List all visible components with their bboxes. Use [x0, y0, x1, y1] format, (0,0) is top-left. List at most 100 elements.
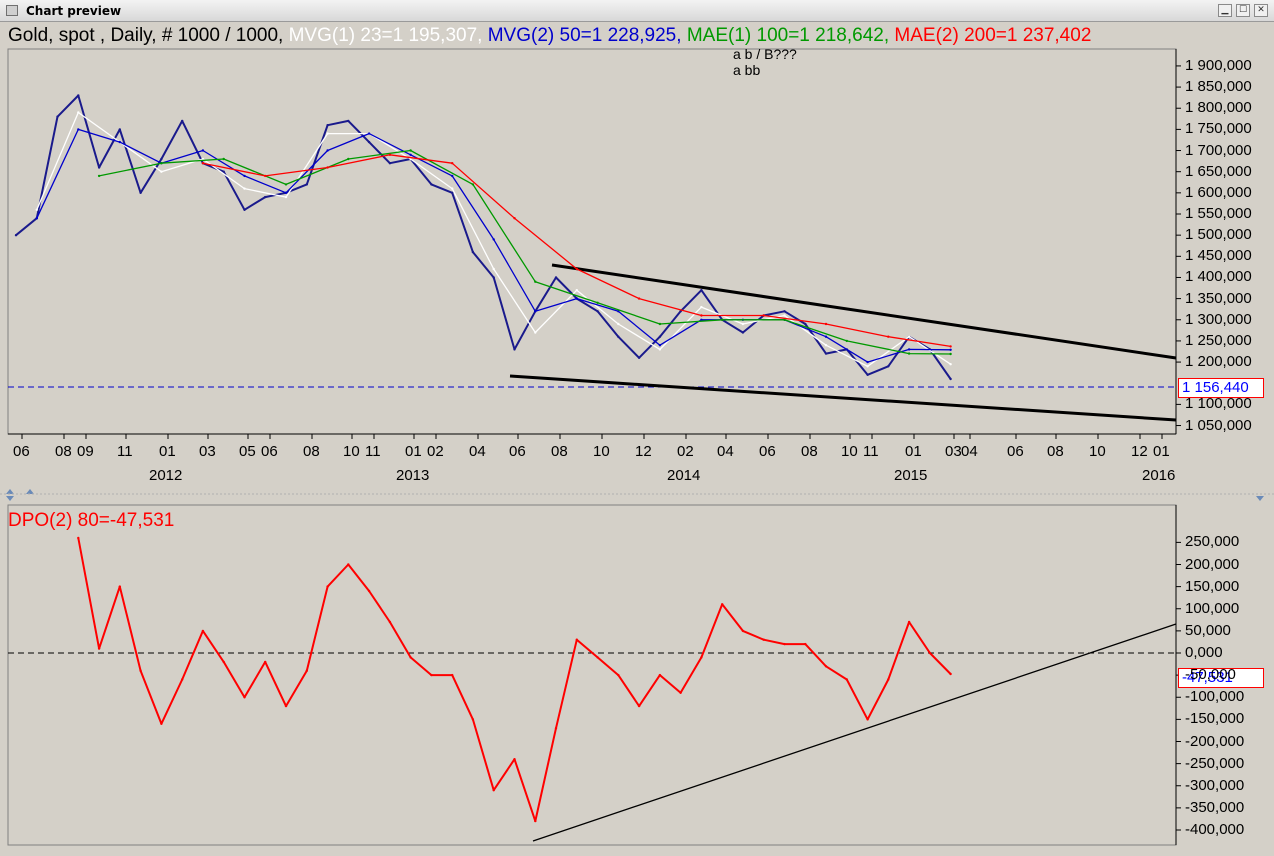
- gold-price-line-point: [326, 124, 329, 127]
- legend-mae1: MAE(1) 100=1 218,642,: [686, 25, 890, 46]
- gold-price-line-point: [264, 195, 267, 199]
- x-month-label: 01: [405, 443, 422, 460]
- dpo-line-point: [222, 660, 225, 664]
- gold-price-line-point: [77, 94, 80, 97]
- dpo-line-point: [430, 673, 433, 677]
- gold-price-line-point: [451, 191, 454, 194]
- gold-price-line-point: [388, 162, 392, 165]
- dpo-line-point: [658, 673, 662, 677]
- mae2-line-point: [513, 217, 516, 220]
- gold-price-line-point: [492, 276, 495, 279]
- mae2-line-point: [201, 162, 205, 165]
- gold-price-line-point: [305, 183, 308, 186]
- dpo-line-point: [97, 647, 101, 650]
- gold-price-line-point: [347, 119, 350, 123]
- gold-price-line-point: [243, 208, 246, 211]
- dpo-trendline[interactable]: [532, 623, 1177, 842]
- dpo-line-point: [347, 563, 350, 566]
- splitter-up-arrow[interactable]: [6, 489, 14, 494]
- x-month-label: 10: [841, 443, 858, 460]
- dpo-line-point: [679, 691, 682, 694]
- gold-price-line-point: [679, 310, 682, 313]
- upper-trendline[interactable]: [551, 263, 1177, 360]
- dpo-series: [77, 536, 952, 823]
- dpo-y-tick-label: 200,000: [1185, 555, 1240, 573]
- mae2-line-point: [326, 166, 329, 169]
- x-month-label: 02: [427, 443, 444, 460]
- price-y-ticks: [1176, 65, 1181, 427]
- x-month-label: 11: [365, 443, 381, 460]
- x-year-label: 2014: [667, 467, 701, 484]
- gold-price-line-point: [513, 348, 516, 351]
- price-legend: Gold, spot , Daily, # 1000 / 1000, MVG(1…: [8, 25, 1091, 47]
- dpo-line-point: [284, 704, 288, 708]
- x-month-label: 08: [55, 443, 72, 460]
- dpo-line-point: [617, 673, 620, 677]
- dpo-line-point: [305, 669, 308, 672]
- mvg1-line-point: [35, 208, 38, 211]
- splitter-down-arrow-left[interactable]: [6, 496, 14, 501]
- dpo-line-point: [804, 642, 807, 646]
- mvg2-line-point: [201, 149, 205, 152]
- price-y-tick-label: 1 850,000: [1185, 78, 1252, 96]
- dpo-y-tick-label: -250,000: [1185, 754, 1245, 772]
- mvg2-line-point: [700, 318, 703, 321]
- price-plot-area[interactable]: [7, 48, 1177, 435]
- last-price-label: 1 156,440: [1178, 378, 1264, 398]
- splitter-up-arrow-2[interactable]: [26, 489, 34, 494]
- price-y-tick-label: 1 050,000: [1185, 416, 1252, 434]
- mvg2-line-point: [118, 140, 122, 144]
- dpo-y-tick-label: 150,000: [1185, 577, 1240, 595]
- mvg1-line-point: [409, 157, 412, 161]
- x-month-label: 02: [677, 443, 694, 460]
- maximize-button[interactable]: ☐: [1236, 4, 1250, 17]
- mvg2-line-point: [658, 344, 662, 347]
- price-y-tick-label: 1 600,000: [1185, 183, 1252, 201]
- x-month-label: 08: [303, 443, 320, 460]
- dpo-line-point: [741, 629, 745, 633]
- dpo-y-tick-label: 100,000: [1185, 599, 1240, 617]
- x-month-label: 08: [1047, 443, 1064, 460]
- dpo-y-tick-label: -50,000: [1185, 666, 1236, 684]
- mae1-line-point: [658, 322, 662, 326]
- dpo-line-point: [534, 819, 537, 823]
- mvg1-line-point: [866, 365, 869, 368]
- mae2-line-point: [575, 267, 578, 271]
- dpo-line-point: [326, 585, 329, 588]
- dpo-y-tick-label: -350,000: [1185, 798, 1245, 816]
- mae1-line-point: [409, 149, 412, 152]
- gold-price-line-point: [637, 356, 641, 359]
- mvg2-line-point: [35, 217, 38, 220]
- gold-price-line-point: [741, 331, 745, 334]
- legend-instrument: Gold, spot , Daily, # 1000 / 1000,: [8, 25, 284, 46]
- price-y-tick-label: 1 800,000: [1185, 99, 1252, 117]
- dpo-line-point: [949, 672, 952, 676]
- mvg1-line-point: [160, 170, 163, 173]
- mvg2-line-point: [824, 335, 828, 338]
- price-y-tick-label: 1 400,000: [1185, 268, 1252, 286]
- chart-canvas: [0, 48, 1274, 846]
- lower-trendline[interactable]: [509, 374, 1177, 422]
- dpo-line-point: [451, 673, 454, 677]
- dpo-y-tick-label: -200,000: [1185, 732, 1245, 750]
- close-button[interactable]: ✕: [1254, 4, 1268, 17]
- x-month-label: 10: [343, 443, 360, 460]
- gold-price-line-point: [139, 191, 142, 194]
- mvg1-line-point: [907, 335, 911, 338]
- gold-price-line-point: [617, 335, 620, 338]
- dpo-plot-area[interactable]: [7, 504, 1177, 846]
- splitter-down-arrow[interactable]: [1256, 496, 1264, 501]
- gold-price-line-point: [14, 234, 18, 237]
- x-month-label: 01: [159, 443, 176, 460]
- gold-price-line-point: [222, 170, 225, 173]
- mae2-line-point: [700, 314, 703, 317]
- dpo-line-point: [492, 789, 495, 792]
- mae1-line-point: [534, 280, 537, 283]
- price-y-tick-label: 1 500,000: [1185, 226, 1252, 244]
- dpo-line-point: [513, 758, 516, 761]
- mvg1-line-point: [451, 187, 454, 190]
- dpo-line-point: [201, 629, 205, 633]
- minimize-button[interactable]: ▁: [1218, 4, 1232, 17]
- x-month-label: 10: [1089, 443, 1106, 460]
- dpo-line-point: [596, 656, 599, 659]
